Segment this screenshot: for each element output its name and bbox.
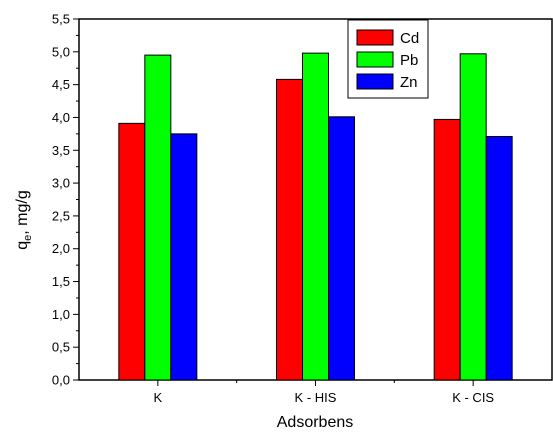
y-tick-label: 3,0 <box>52 176 70 191</box>
bar-pb-1 <box>302 52 329 381</box>
x-tick-label: K - HIS <box>295 390 337 405</box>
y-axis: 0,0 0,5 1,0 1,5 2,0 2,5 3,0 3,5 4,0 4,5 5,0 5,5 <box>52 12 79 388</box>
bar-zn-0 <box>170 133 198 381</box>
x-axis-title: Adsorbens <box>277 414 354 431</box>
bar-zn-2 <box>485 135 513 381</box>
legend-label-zn: Zn <box>400 74 418 91</box>
y-tick-label: 2,5 <box>52 208 70 223</box>
y-tick-label: 3,5 <box>52 143 70 158</box>
y-tick-label: 1,0 <box>52 307 70 322</box>
bar-pb-0 <box>144 54 172 381</box>
bar-cd-2 <box>433 118 461 381</box>
y-tick-label: 2,0 <box>52 241 70 256</box>
bar-zn-1 <box>328 116 355 381</box>
y-tick-label: 0,5 <box>52 340 70 355</box>
bar-cd-1 <box>276 78 303 381</box>
legend-swatch-pb <box>356 51 394 68</box>
legend-label-cd: Cd <box>400 30 419 47</box>
legend-swatch-zn <box>356 73 394 90</box>
x-axis: K K - HIS K - CIS <box>153 380 494 405</box>
bars <box>118 52 513 381</box>
y-axis-title-subscript: e <box>22 235 34 241</box>
bar-cd-0 <box>118 122 146 381</box>
x-tick-label: K - CIS <box>452 390 494 405</box>
y-tick-label: 0,0 <box>52 373 70 388</box>
y-tick-label: 4,5 <box>52 77 70 92</box>
y-axis-title: qe, mg/g <box>14 190 34 250</box>
y-axis-title-main: q <box>14 241 31 250</box>
legend: Cd Pb Zn <box>347 19 429 99</box>
legend-label-pb: Pb <box>400 52 418 69</box>
y-tick-label: 5,0 <box>52 44 70 59</box>
x-tick-label: K <box>153 390 162 405</box>
y-tick-label: 1,5 <box>52 274 70 289</box>
y-axis-title-unit: , mg/g <box>14 190 31 234</box>
bar-pb-2 <box>459 53 487 381</box>
y-tick-label: 4,0 <box>52 110 70 125</box>
y-tick-label: 5,5 <box>52 12 70 27</box>
legend-swatch-cd <box>356 29 394 46</box>
